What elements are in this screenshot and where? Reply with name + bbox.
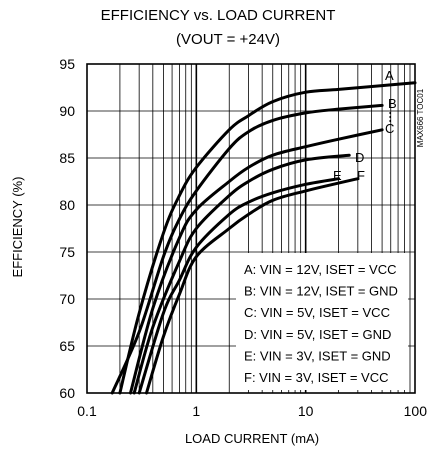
chart-title: EFFICIENCY vs. LOAD CURRENT	[101, 7, 336, 24]
y-tick-label: 90	[59, 103, 75, 119]
legend-item: F: VIN = 3V, ISET = VCC	[244, 370, 389, 385]
tick-labels: 60 65 70 75 80 85 90 95 0.1 1 10 100	[59, 56, 427, 419]
series-line-a	[118, 81, 417, 395]
series-label-f: F	[357, 168, 365, 183]
y-tick-label: 65	[59, 338, 75, 354]
series-label-b: B	[388, 96, 397, 111]
legend-item: A: VIN = 12V, ISET = VCC	[244, 262, 396, 277]
y-tick-label: 60	[59, 385, 75, 401]
legend: A: VIN = 12V, ISET = VCC B: VIN = 12V, IS…	[236, 253, 408, 390]
series-label-e: E	[333, 168, 342, 183]
y-tick-label: 75	[59, 244, 75, 260]
legend-box	[236, 253, 408, 390]
x-tick-label: 10	[298, 403, 314, 419]
series-lines	[110, 81, 417, 395]
x-axis-label: LOAD CURRENT (mA)	[185, 431, 319, 446]
y-tick-label: 70	[59, 291, 75, 307]
series-labels: ABC DE F	[333, 68, 397, 183]
series-line-f	[145, 177, 360, 395]
series-label-c: C	[385, 121, 394, 136]
x-tick-label: 1	[192, 403, 200, 419]
y-tick-label: 80	[59, 197, 75, 213]
series-label-a: A	[385, 68, 394, 83]
y-tick-label: 85	[59, 150, 75, 166]
series-line-e	[137, 177, 341, 395]
legend-item: E: VIN = 3V, ISET = GND	[244, 348, 391, 363]
series-line-d	[132, 153, 351, 395]
chart-subtitle: (VOUT = +24V)	[176, 31, 280, 48]
legend-item: B: VIN = 12V, ISET = GND	[244, 284, 398, 299]
x-tick-label: 0.1	[77, 403, 97, 419]
side-tag: MAX666 TOC01	[416, 88, 425, 147]
legend-item: C: VIN = 5V, ISET = VCC	[244, 305, 390, 320]
legend-item: D: VIN = 5V, ISET = GND	[244, 327, 391, 342]
y-axis-label: EFFICIENCY (%)	[10, 177, 25, 278]
plot-area	[86, 63, 416, 394]
series-label-d: D	[355, 150, 364, 165]
x-tick-label: 100	[404, 403, 427, 419]
series-line-b	[110, 103, 384, 395]
series-line-c	[129, 128, 384, 395]
y-tick-label: 95	[59, 56, 75, 72]
